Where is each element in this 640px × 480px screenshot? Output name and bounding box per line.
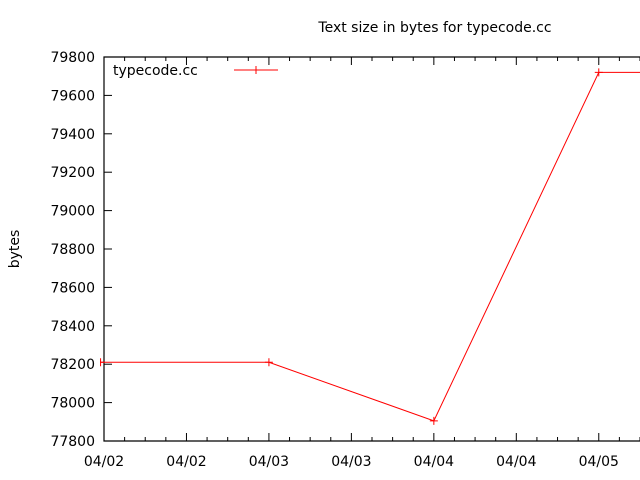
y-tick-label: 78000 [50,396,95,412]
x-tick-label: 04/03 [249,454,289,470]
tick-labels: 77800 78000 78200 78400 78600 78800 79000 79200… [50,50,618,470]
y-tick-label: 78400 [50,319,95,335]
data-point [429,416,438,425]
y-tick-label: 79200 [50,165,95,181]
plot-border [103,56,640,442]
series-line [100,71,640,422]
x-tick-label: 04/04 [496,454,536,470]
axes [103,56,640,442]
y-tick-label: 78200 [50,357,95,373]
y-tick-label: 79600 [50,88,95,104]
legend-label: typecode.cc [113,63,198,79]
y-tick-label: 78600 [50,280,95,296]
y-tick-label: 79800 [50,50,95,66]
data-point [100,358,105,367]
legend: typecode.cc [113,63,278,79]
x-tick-label: 04/02 [166,454,206,470]
legend-marker [252,66,260,74]
y-axis-label: bytes [7,230,23,269]
x-tick-label: 04/05 [579,454,619,470]
x-tick-label: 04/03 [331,454,371,470]
y-tick-label: 77800 [50,434,95,450]
y-tick-label: 79000 [50,204,95,220]
series-typecode [100,68,640,425]
y-tick-label: 78800 [50,242,95,258]
chart-title: Text size in bytes for typecode.cc [317,20,551,36]
x-tick-label: 04/04 [414,454,454,470]
data-point [594,68,603,77]
data-point [264,358,273,367]
plot-area [100,68,640,425]
x-tick-label: 04/02 [84,454,124,470]
y-tick-label: 79400 [50,127,95,143]
